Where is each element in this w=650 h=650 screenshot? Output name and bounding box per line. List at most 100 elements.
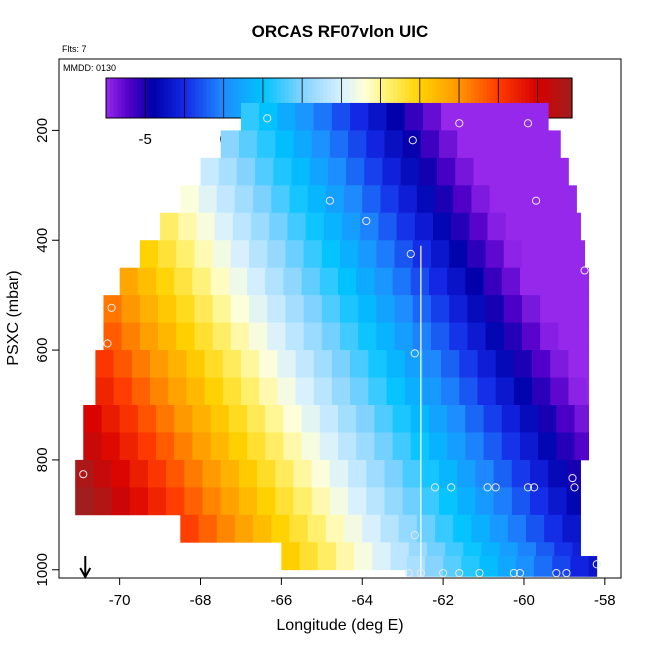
colorbar-segment — [428, 78, 433, 118]
date-note: MMDD: 0130 — [63, 63, 116, 73]
heatmap-cell — [366, 130, 385, 159]
heatmap-cell — [465, 432, 484, 461]
heatmap-cell — [400, 157, 420, 186]
flight-point — [107, 303, 116, 312]
heatmap-cell — [562, 514, 581, 543]
heatmap-cell — [295, 350, 315, 378]
heatmap-cell — [137, 405, 157, 433]
flight-point — [568, 473, 577, 483]
heatmap-cell — [552, 556, 571, 577]
flight-point — [406, 249, 415, 259]
heatmap-cell — [471, 185, 490, 214]
heatmap-cell — [273, 157, 292, 186]
colorbar-segment — [284, 78, 290, 118]
heatmap-cell — [228, 405, 248, 433]
colorbar-segment — [490, 78, 495, 118]
heatmap-cell — [147, 487, 167, 516]
heatmap-cell — [166, 487, 185, 516]
heatmap-cell — [380, 514, 400, 543]
heatmap-cell — [356, 405, 375, 433]
heatmap-cell — [525, 185, 545, 214]
heatmap-cell — [269, 212, 288, 241]
heatmap-cell — [422, 102, 442, 131]
heatmap-cell — [416, 514, 436, 543]
flight-point — [570, 483, 579, 492]
heatmap-cell — [519, 405, 539, 433]
heatmap-cell — [313, 102, 333, 131]
heatmap-cell — [467, 295, 486, 324]
colorbar-segment — [323, 78, 328, 118]
heatmap-cell — [449, 295, 468, 324]
heatmap-cell — [532, 102, 549, 131]
heatmap-cell — [166, 459, 185, 488]
heatmap-cell — [158, 322, 177, 351]
heatmap-cell — [247, 405, 266, 433]
heatmap-cell — [501, 432, 521, 461]
colorbar-segment — [366, 78, 371, 118]
heatmap-cell — [382, 157, 402, 186]
y-axis-label: PSXC (mbar) — [5, 270, 22, 365]
heatmap-cell — [222, 377, 242, 406]
heatmap-cell — [362, 514, 381, 543]
heatmap-cell — [467, 322, 486, 351]
heatmap-cell — [228, 267, 248, 296]
colorbar-segment — [459, 78, 464, 118]
heatmap-cell — [210, 432, 230, 461]
heatmap-cell — [558, 240, 577, 269]
heatmap-cell — [358, 295, 377, 324]
heatmap-cell — [428, 432, 448, 461]
heatmap-cell — [576, 295, 590, 324]
heatmap-cell — [366, 487, 385, 516]
heatmap-cell — [534, 556, 553, 577]
heatmap-cell — [337, 405, 357, 433]
heatmap-cell — [174, 405, 193, 433]
heatmap-cell — [180, 514, 199, 543]
heatmap-cell — [255, 157, 274, 186]
heatmap-cell — [253, 185, 272, 214]
x-tick-label: -62 — [432, 592, 454, 609]
heatmap-cell — [176, 240, 195, 269]
heatmap-cell — [586, 377, 590, 406]
colorbar-segment — [183, 78, 189, 118]
colorbar-segment — [319, 78, 325, 118]
heatmap-cell — [566, 487, 581, 516]
heatmap-cell — [556, 432, 575, 461]
heatmap-cell — [457, 487, 476, 516]
heatmap-cell — [113, 350, 133, 378]
heatmap-cell — [430, 322, 450, 351]
heatmap-cell — [586, 350, 590, 378]
colorbar-segment — [276, 78, 282, 118]
flight-point — [455, 119, 464, 128]
heatmap-cell — [441, 102, 460, 131]
heatmap-cell — [317, 542, 337, 571]
colorbar-segment — [350, 78, 356, 118]
heatmap-cell — [540, 295, 559, 324]
heatmap-cell — [220, 130, 240, 159]
heatmap-cell — [513, 102, 533, 131]
heatmap-cell — [432, 212, 452, 241]
colorbar-segment — [280, 78, 286, 118]
colorbar-segment — [269, 78, 274, 118]
heatmap-cell — [493, 459, 513, 488]
heatmap-cell — [216, 185, 236, 214]
colorbar-segment — [117, 78, 123, 118]
heatmap-cell — [247, 267, 266, 296]
colorbar-segment — [358, 78, 363, 118]
colorbar-segment — [164, 78, 169, 118]
heatmap-cell — [271, 514, 290, 543]
heatmap-cell — [439, 130, 458, 159]
heatmap-cell — [180, 185, 199, 214]
heatmap-cell — [119, 405, 139, 433]
heatmap-cell — [402, 130, 422, 159]
heatmap-cell — [176, 295, 195, 324]
colorbar-segment — [505, 78, 511, 118]
heatmap-cell — [283, 267, 302, 296]
heatmap-cell — [356, 267, 375, 296]
colorbar-segment — [222, 78, 227, 118]
x-axis-label: Longitude (deg E) — [276, 617, 403, 634]
heatmap-cell — [453, 514, 472, 543]
heatmap-cell — [137, 432, 157, 461]
colorbar-segment — [230, 78, 235, 118]
colorbar-segment — [564, 78, 569, 118]
heatmap-cell — [139, 322, 159, 351]
